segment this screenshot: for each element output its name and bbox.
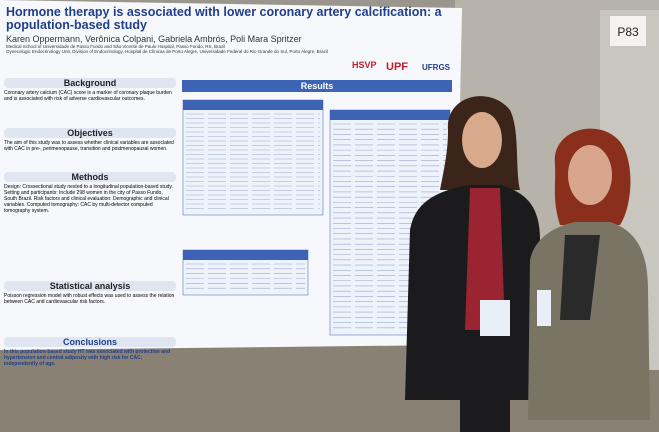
badge <box>480 300 510 336</box>
table-header <box>330 110 450 120</box>
results-heading: Results <box>301 81 334 91</box>
results-bar <box>182 80 452 92</box>
section-heading: Conclusions <box>4 337 176 347</box>
top <box>465 188 505 330</box>
section: Background Coronary artery calcium (CAC) … <box>4 78 176 102</box>
top <box>560 235 600 320</box>
face <box>462 112 502 168</box>
section-text: The aim of this study was to assess whet… <box>4 140 174 152</box>
poster-authors-box: Karen Oppermann, Verônica Colpani, Gabri… <box>6 34 328 54</box>
table-header <box>183 100 323 110</box>
section-text: Coronary artery calcium (CAC) score is a… <box>4 90 172 102</box>
poster-affiliation: Gynecologic Endocrinology Unit, Division… <box>6 49 328 54</box>
table <box>182 99 324 216</box>
section-text: Poisson regression model with robust eff… <box>4 293 175 305</box>
section: Objectives The aim of this study was to a… <box>4 128 176 152</box>
pants <box>460 390 510 432</box>
table-header <box>183 250 308 260</box>
badge <box>537 290 551 326</box>
logo: HSVP <box>352 60 377 70</box>
section-text: In this population-based study HT was as… <box>4 349 171 367</box>
jacket <box>528 222 650 420</box>
section-heading: Background <box>4 78 176 88</box>
board-label: P83 <box>617 25 639 39</box>
section-heading: Objectives <box>4 128 176 138</box>
poster-affiliation: Medical School of Universidade de Passo … <box>6 44 226 49</box>
section: Statistical analysis Poisson regression m… <box>4 281 176 305</box>
poster-title: Hormone therapy is associated with lower… <box>6 6 442 32</box>
section-text: Design: Crossectional study nested to a … <box>4 184 173 214</box>
poster-title-box: Hormone therapy is associated with lower… <box>6 6 442 32</box>
logo: UPF <box>386 61 408 73</box>
section: Conclusions In this population-based stud… <box>4 337 176 367</box>
logo: UFRGS <box>422 63 451 72</box>
face <box>568 145 612 205</box>
board-label-card <box>610 16 646 46</box>
person-left <box>405 96 540 432</box>
poster-left-column: Background Coronary artery calcium (CAC) … <box>4 78 176 367</box>
poster-authors: Karen Oppermann, Verônica Colpani, Gabri… <box>6 34 302 44</box>
section-heading: Methods <box>4 172 176 182</box>
section-heading: Statistical analysis <box>4 281 176 291</box>
section: Methods Design: Crossectional study neste… <box>4 172 176 214</box>
person-right <box>528 128 650 420</box>
